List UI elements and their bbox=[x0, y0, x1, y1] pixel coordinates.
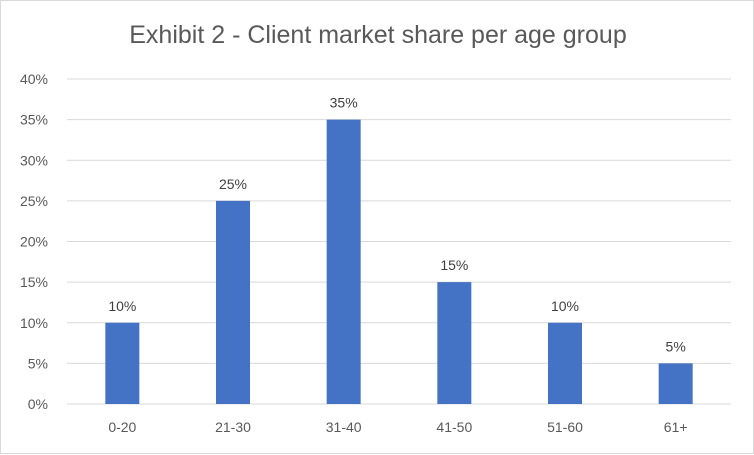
x-tick-label: 31-40 bbox=[326, 419, 362, 435]
bar-61+ bbox=[658, 363, 693, 404]
y-axis-tick-labels: 0% 5% 10% 15% 20% 25% 30% 35% 40% bbox=[20, 71, 48, 412]
bar-31-40 bbox=[326, 119, 361, 404]
bar-41-50 bbox=[437, 282, 472, 404]
y-tick-label: 25% bbox=[20, 193, 48, 209]
bar-0-20 bbox=[105, 322, 140, 404]
bar-21-30 bbox=[216, 200, 250, 404]
data-label: 10% bbox=[108, 298, 136, 314]
y-tick-label: 10% bbox=[20, 315, 48, 331]
y-tick-label: 35% bbox=[20, 112, 48, 128]
y-tick-label: 20% bbox=[20, 234, 48, 250]
y-tick-label: 15% bbox=[20, 274, 48, 290]
x-tick-label: 0-20 bbox=[108, 419, 136, 435]
data-labels: 10% 25% 35% 15% 10% 5% bbox=[108, 95, 685, 355]
y-tick-label: 0% bbox=[28, 396, 48, 412]
data-label: 5% bbox=[666, 338, 686, 354]
data-label: 10% bbox=[551, 298, 579, 314]
data-label: 25% bbox=[219, 176, 247, 192]
x-tick-label: 61+ bbox=[664, 419, 688, 435]
x-axis-tick-labels: 0-20 21-30 31-40 41-50 51-60 61+ bbox=[108, 419, 687, 435]
y-tick-label: 5% bbox=[28, 355, 48, 371]
y-tick-label: 30% bbox=[20, 152, 48, 168]
x-tick-label: 51-60 bbox=[547, 419, 583, 435]
gridlines bbox=[67, 78, 731, 405]
x-tick-label: 21-30 bbox=[215, 419, 251, 435]
y-tick-label: 40% bbox=[20, 71, 48, 87]
data-label: 35% bbox=[330, 95, 358, 111]
data-label: 15% bbox=[440, 257, 468, 273]
x-tick-label: 41-50 bbox=[436, 419, 472, 435]
chart-title: Exhibit 2 - Client market share per age … bbox=[129, 21, 627, 49]
bar-51-60 bbox=[548, 322, 582, 404]
bars bbox=[105, 119, 693, 404]
